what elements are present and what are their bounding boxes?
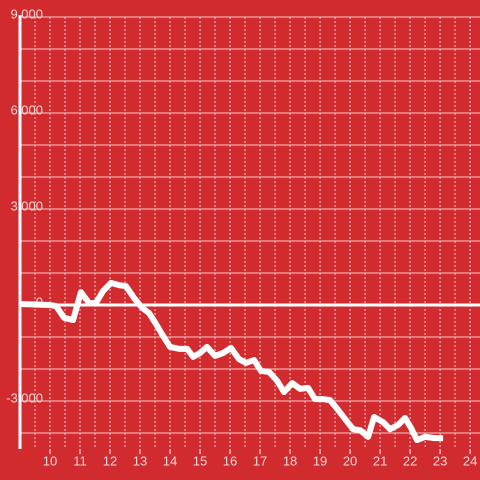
x-tick-label: 13 <box>133 453 147 468</box>
x-tick-label: 16 <box>223 453 237 468</box>
x-tick-label: 23 <box>433 453 447 468</box>
x-tick-label: 14 <box>163 453 177 468</box>
y-tick-label: -3,000 <box>6 390 43 405</box>
x-tick-label: 15 <box>193 453 207 468</box>
y-tick-label: 9,000 <box>10 6 43 21</box>
x-tick-label: 19 <box>313 453 327 468</box>
x-tick-label: 24 <box>463 453 477 468</box>
x-tick-label: 12 <box>103 453 117 468</box>
y-tick-label: 3,000 <box>10 198 43 213</box>
x-tick-label: 18 <box>283 453 297 468</box>
x-tick-label: 20 <box>343 453 357 468</box>
x-tick-label: 17 <box>253 453 267 468</box>
x-tick-label: 22 <box>403 453 417 468</box>
data-line <box>19 279 444 444</box>
x-tick-label: 21 <box>373 453 387 468</box>
x-tick-label: 11 <box>73 453 87 468</box>
x-tick-label: 10 <box>43 453 57 468</box>
y-tick-label: 6,000 <box>10 102 43 117</box>
